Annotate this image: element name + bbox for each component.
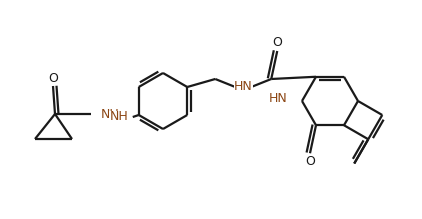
Text: NH: NH (101, 108, 120, 120)
Text: HN: HN (234, 81, 253, 94)
Text: O: O (48, 71, 58, 85)
Text: NH: NH (109, 111, 128, 124)
Text: O: O (305, 155, 315, 168)
Text: HN: HN (269, 92, 288, 106)
Text: O: O (272, 37, 282, 49)
